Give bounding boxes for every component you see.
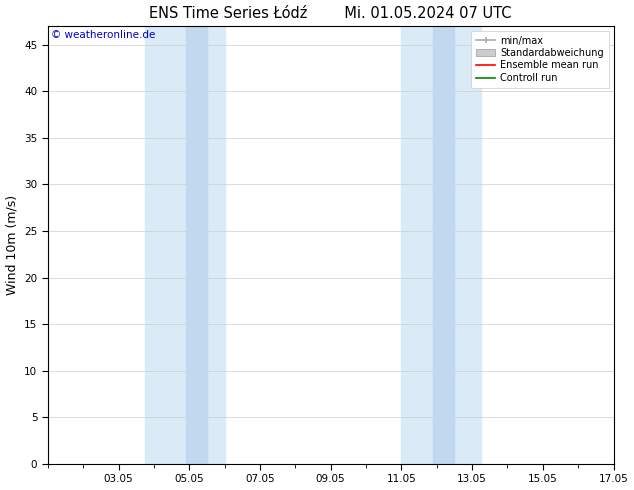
Title: ENS Time Series Łódź        Mi. 01.05.2024 07 UTC: ENS Time Series Łódź Mi. 01.05.2024 07 U… — [150, 5, 512, 21]
Bar — [433, 26, 455, 464]
Bar — [145, 26, 224, 464]
Text: © weatheronline.de: © weatheronline.de — [51, 30, 155, 40]
Legend: min/max, Standardabweichung, Ensemble mean run, Controll run: min/max, Standardabweichung, Ensemble me… — [471, 31, 609, 88]
Bar — [401, 26, 481, 464]
Bar — [186, 26, 207, 464]
Y-axis label: Wind 10m (m/s): Wind 10m (m/s) — [6, 195, 18, 295]
